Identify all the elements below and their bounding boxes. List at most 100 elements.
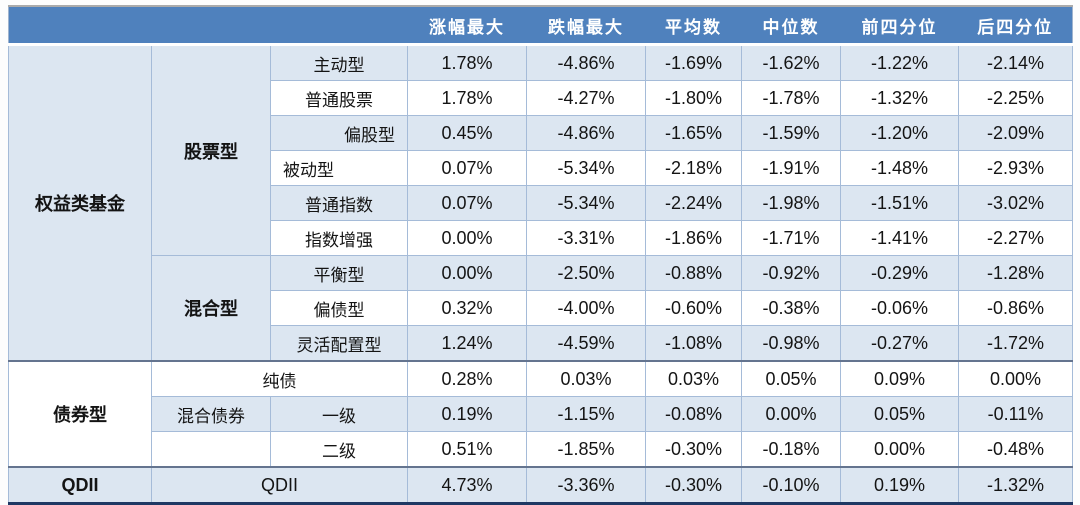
value-cell: -0.10% bbox=[741, 466, 841, 504]
row-label: 一级 bbox=[270, 396, 408, 432]
value-cell: -4.86% bbox=[526, 44, 646, 81]
value-cell: 0.05% bbox=[840, 396, 959, 432]
value-cell: 0.00% bbox=[958, 360, 1073, 397]
value-cell: 0.32% bbox=[407, 290, 527, 326]
value-cell: -0.48% bbox=[958, 431, 1073, 468]
empty-cell bbox=[151, 431, 271, 468]
group-cell-hybrid-type: 混合型 bbox=[151, 255, 271, 362]
value-cell: -1.48% bbox=[840, 150, 959, 186]
value-cell: 0.07% bbox=[407, 150, 527, 186]
col-header-mean: 平均数 bbox=[645, 6, 742, 46]
value-cell: 4.73% bbox=[407, 466, 527, 504]
value-cell: -4.59% bbox=[526, 325, 646, 362]
table-row: 普通股票 1.78% -4.27% -1.80% -1.78% -1.32% -… bbox=[8, 80, 1073, 116]
value-cell: -2.09% bbox=[958, 115, 1073, 151]
value-cell: 0.00% bbox=[741, 396, 841, 432]
value-cell: -1.15% bbox=[526, 396, 646, 432]
col-header-upper-quartile: 前四分位 bbox=[840, 6, 959, 46]
value-cell: -0.98% bbox=[741, 325, 841, 362]
col-header-median: 中位数 bbox=[741, 6, 841, 46]
row-label: 偏债型 bbox=[270, 290, 408, 326]
value-cell: 0.45% bbox=[407, 115, 527, 151]
value-cell: -1.85% bbox=[526, 431, 646, 468]
value-cell: -0.29% bbox=[840, 255, 959, 291]
table-row: 混合债券 一级 0.19% -1.15% -0.08% 0.00% 0.05% … bbox=[8, 396, 1073, 432]
value-cell: -1.28% bbox=[958, 255, 1073, 291]
table-row: 权益类基金 股票型 主动型 1.78% -4.86% -1.69% -1.62%… bbox=[8, 44, 1073, 362]
table-row: 混合型 平衡型 0.00% -2.50% -0.88% -0.92% -0.29… bbox=[8, 255, 1073, 362]
value-cell: -0.27% bbox=[840, 325, 959, 362]
value-cell: -2.18% bbox=[645, 150, 742, 186]
col-header-max-gain: 涨幅最大 bbox=[407, 6, 527, 46]
value-cell: 0.19% bbox=[840, 466, 959, 504]
value-cell: -0.18% bbox=[741, 431, 841, 468]
row-label-qdii: QDII bbox=[151, 466, 408, 504]
value-cell: -0.30% bbox=[645, 431, 742, 468]
value-cell: -0.60% bbox=[645, 290, 742, 326]
value-cell: -2.50% bbox=[526, 255, 646, 291]
value-cell: -1.65% bbox=[645, 115, 742, 151]
value-cell: -1.32% bbox=[840, 80, 959, 116]
value-cell: -1.08% bbox=[645, 325, 742, 362]
value-cell: -1.91% bbox=[741, 150, 841, 186]
table-row: QDII QDII 4.73% -3.36% -0.30% -0.10% 0.1… bbox=[8, 466, 1073, 504]
value-cell: -0.11% bbox=[958, 396, 1073, 432]
value-cell: -0.08% bbox=[645, 396, 742, 432]
group-cell-qdii: QDII bbox=[8, 466, 152, 504]
row-label: 指数增强 bbox=[270, 220, 408, 256]
row-label: 被动型 bbox=[270, 150, 408, 186]
row-label: 平衡型 bbox=[270, 255, 408, 291]
value-cell: -1.78% bbox=[741, 80, 841, 116]
value-cell: -5.34% bbox=[526, 185, 646, 221]
value-cell: 0.09% bbox=[840, 360, 959, 397]
col-header-lower-quartile: 后四分位 bbox=[958, 6, 1073, 46]
value-cell: -4.86% bbox=[526, 115, 646, 151]
value-cell: -0.92% bbox=[741, 255, 841, 291]
value-cell: -1.32% bbox=[958, 466, 1073, 504]
value-cell: -0.88% bbox=[645, 255, 742, 291]
value-cell: -1.20% bbox=[840, 115, 959, 151]
value-cell: 0.05% bbox=[741, 360, 841, 397]
value-cell: -1.69% bbox=[645, 44, 742, 81]
value-cell: -2.93% bbox=[958, 150, 1073, 186]
value-cell: -5.34% bbox=[526, 150, 646, 186]
group-cell-stock-type: 股票型 bbox=[151, 44, 271, 256]
table-row: 债券型 纯债 0.28% 0.03% 0.03% 0.05% 0.09% 0.0… bbox=[8, 360, 1073, 468]
group-cell-bond-type: 债券型 bbox=[8, 360, 152, 468]
row-label: 二级 bbox=[270, 431, 408, 468]
value-cell: 1.78% bbox=[407, 80, 527, 116]
value-cell: 0.00% bbox=[840, 431, 959, 468]
value-cell: -0.86% bbox=[958, 290, 1073, 326]
value-cell: -1.62% bbox=[741, 44, 841, 81]
value-cell: -2.27% bbox=[958, 220, 1073, 256]
value-cell: -1.71% bbox=[741, 220, 841, 256]
value-cell: -1.80% bbox=[645, 80, 742, 116]
value-cell: -3.02% bbox=[958, 185, 1073, 221]
table-row: 二级 0.51% -1.85% -0.30% -0.18% 0.00% -0.4… bbox=[8, 431, 1073, 468]
row-label: 偏股型 bbox=[270, 115, 408, 151]
row-label: 普通股票 bbox=[270, 80, 408, 116]
table-row: 普通指数 0.07% -5.34% -2.24% -1.98% -1.51% -… bbox=[8, 185, 1073, 221]
value-cell: 0.03% bbox=[526, 360, 646, 397]
value-cell: -4.27% bbox=[526, 80, 646, 116]
value-cell: -0.38% bbox=[741, 290, 841, 326]
row-label-pure-bond: 纯债 bbox=[151, 360, 408, 397]
value-cell: -0.06% bbox=[840, 290, 959, 326]
group-cell-equity-funds: 权益类基金 bbox=[8, 44, 152, 362]
row-label: 主动型 bbox=[270, 44, 408, 81]
value-cell: -2.25% bbox=[958, 80, 1073, 116]
value-cell: 0.07% bbox=[407, 185, 527, 221]
value-cell: -1.59% bbox=[741, 115, 841, 151]
fund-performance-table: 涨幅最大 跌幅最大 平均数 中位数 前四分位 后四分位 权益类基金 股票型 主动… bbox=[8, 5, 1073, 505]
value-cell: -0.30% bbox=[645, 466, 742, 504]
value-cell: -1.22% bbox=[840, 44, 959, 81]
value-cell: 0.51% bbox=[407, 431, 527, 468]
value-cell: -2.24% bbox=[645, 185, 742, 221]
value-cell: -3.31% bbox=[526, 220, 646, 256]
value-cell: -4.00% bbox=[526, 290, 646, 326]
group-cell-hybrid-bond: 混合债券 bbox=[151, 396, 271, 432]
header-row: 涨幅最大 跌幅最大 平均数 中位数 前四分位 后四分位 bbox=[8, 6, 1073, 46]
value-cell: -2.14% bbox=[958, 44, 1073, 81]
col-header-max-loss: 跌幅最大 bbox=[526, 6, 646, 46]
